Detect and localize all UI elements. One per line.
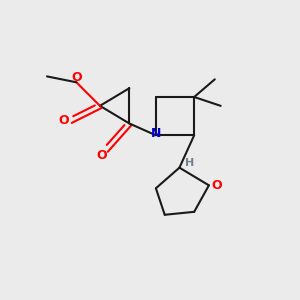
Text: H: H [185,158,194,168]
Text: O: O [212,179,222,192]
Text: O: O [71,71,82,84]
Text: N: N [151,127,161,140]
Text: O: O [96,149,107,162]
Text: O: O [59,114,69,127]
